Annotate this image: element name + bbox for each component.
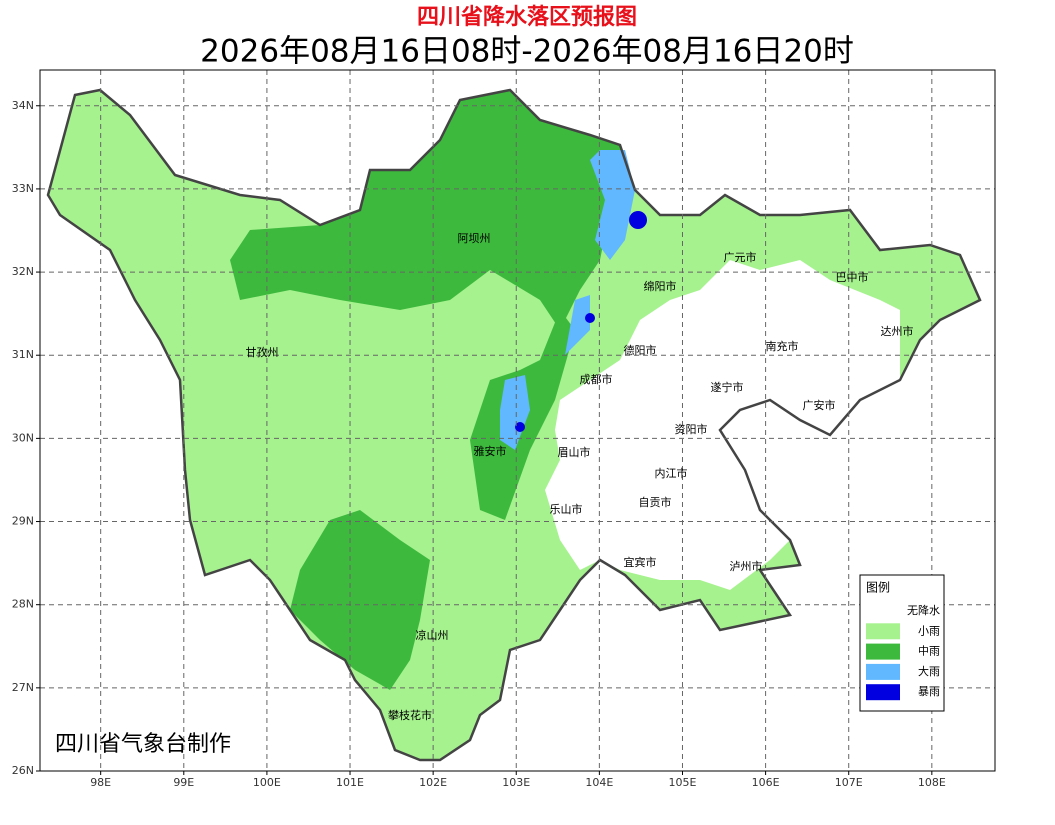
x-tick-label: 99E [173,776,194,789]
rainstorm-area [515,422,525,432]
map-frame [39,69,996,772]
x-tick-label: 103E [502,776,530,789]
city-label: 达州市 [881,324,914,338]
legend-label: 中雨 [918,645,940,658]
moderate-rain-area [290,510,430,690]
city-label: 遂宁市 [711,380,744,394]
no-rain-area [545,260,900,590]
city-label: 攀枝花市 [388,708,432,722]
city-label: 甘孜州 [246,345,279,359]
city-label: 巴中市 [836,270,869,284]
heavy-rain-area [500,375,530,450]
legend-swatch [866,684,900,701]
city-label: 凉山州 [416,628,449,642]
x-tick-label: 106E [752,776,780,789]
city-label: 广安市 [803,398,836,412]
city-label: 泸州市 [730,559,763,573]
y-tick-label: 26N [12,764,34,777]
city-label: 自贡市 [639,495,672,509]
y-tick-label: 27N [12,681,34,694]
city-label: 广元市 [724,250,757,264]
city-label: 南充市 [766,339,799,353]
x-tick-label: 108E [918,776,946,789]
heavy-rain-area [565,295,590,355]
city-label: 宜宾市 [624,555,657,569]
city-label: 阿坝州 [458,231,491,245]
credit: 四川省气象台制作 [55,732,231,757]
city-label: 德阳市 [624,343,657,357]
y-tick-label: 29N [12,515,34,528]
x-tick-label: 104E [585,776,613,789]
legend-label: 小雨 [918,624,940,637]
x-tick-label: 105E [669,776,697,789]
x-tick-label: 102E [419,776,447,789]
legend-swatch [866,623,900,640]
heavy-rain-area [590,150,635,260]
legend-label: 大雨 [918,664,940,678]
y-tick-label: 34N [12,99,34,112]
city-label: 眉山市 [558,445,591,459]
city-label: 雅安市 [474,444,507,458]
rain-regions [46,88,982,762]
city-label: 成都市 [580,372,613,386]
axis-ticks: 98E 99E 100E 101E 102E 103E 104E 105E 106E 107E 10… [12,99,946,789]
x-tick-label: 107E [835,776,863,789]
title: 四川省降水落区预报图 [417,5,637,30]
x-tick-label: 100E [253,776,281,789]
y-tick-label: 28N [12,598,34,611]
rainstorm-area [629,211,647,229]
y-tick-label: 33N [12,182,34,195]
legend-label: 无降水 [907,603,940,617]
y-tick-label: 31N [12,348,34,361]
x-tick-label: 98E [90,776,111,789]
legend-swatch [866,663,900,680]
legend-label: 暴雨 [918,685,940,698]
y-tick-label: 30N [12,431,34,444]
legend-title: 图例 [866,581,890,595]
x-tick-label: 101E [336,776,364,789]
legend-swatch [866,643,900,660]
y-tick-label: 32N [12,265,34,278]
city-label: 乐山市 [550,502,583,516]
rainstorm-area [585,313,595,323]
legend-swatch [866,603,900,619]
city-label: 资阳市 [675,422,708,436]
subtitle: 2026年08月16日08时-2026年08月16日20时 [200,34,854,70]
province-border [46,88,982,762]
moderate-rain-area [230,90,635,330]
city-label: 绵阳市 [644,279,677,293]
city-label: 内江市 [655,466,688,480]
